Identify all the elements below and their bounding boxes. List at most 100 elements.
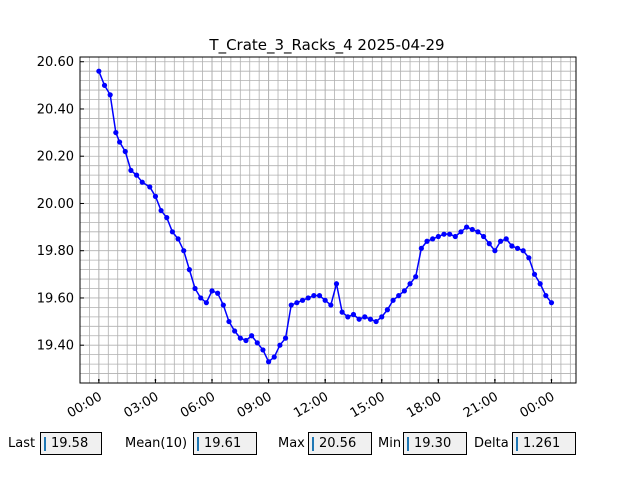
data-point	[413, 274, 419, 280]
data-point	[339, 309, 345, 315]
data-point	[117, 139, 123, 145]
data-point	[452, 233, 458, 240]
delta-value: 1.261	[523, 436, 561, 451]
data-point	[181, 248, 187, 254]
x-tick-label: 06:00	[178, 389, 218, 421]
data-point	[333, 281, 340, 287]
data-point	[271, 354, 277, 360]
data-point	[232, 328, 238, 334]
mean-value-field[interactable]: 19.61	[193, 432, 257, 455]
data-point	[486, 241, 492, 247]
x-tick-label: 00:00	[518, 389, 558, 421]
last-value-field[interactable]: 19.58	[40, 432, 102, 455]
chart-title: T_Crate_3_Racks_4 2025-04-29	[208, 36, 444, 55]
data-point	[113, 129, 119, 136]
data-point	[401, 288, 407, 294]
cursor-icon	[197, 437, 199, 451]
chart-grid	[79, 57, 576, 384]
x-tick-marker	[550, 379, 553, 381]
chart-figure: T_Crate_3_Racks_4 2025-04-29 19.40 19.60 1…	[37, 36, 577, 421]
data-point	[424, 238, 430, 244]
cursor-icon	[407, 437, 409, 451]
data-point	[430, 236, 436, 242]
data-point	[305, 295, 311, 301]
data-point	[458, 229, 464, 235]
data-point	[249, 333, 255, 339]
data-point	[447, 231, 453, 237]
x-tick-marker	[211, 379, 213, 381]
last-label: Last	[8, 436, 36, 451]
x-tick-label: 21:00	[461, 389, 501, 421]
min-label: Min	[378, 436, 402, 451]
x-tick-label: 09:00	[235, 389, 275, 421]
data-point	[356, 316, 362, 322]
x-tick-label: 03:00	[121, 389, 161, 421]
data-point	[277, 342, 283, 348]
data-point	[531, 271, 538, 277]
data-point	[373, 318, 379, 325]
data-point	[203, 300, 209, 306]
data-point	[328, 302, 334, 308]
max-value-field[interactable]: 20.56	[308, 432, 372, 455]
data-point	[350, 311, 357, 318]
data-point	[209, 288, 215, 294]
data-point	[96, 68, 102, 74]
data-point	[526, 255, 532, 261]
x-tick-marker	[267, 379, 270, 381]
data-point	[265, 359, 272, 365]
data-point	[396, 292, 402, 299]
data-point	[215, 290, 221, 296]
data-point	[299, 297, 306, 303]
y-tick-label: 19.60	[37, 291, 74, 306]
data-point	[101, 82, 108, 88]
data-point	[133, 172, 140, 178]
data-point	[288, 302, 294, 308]
x-tick-marker	[380, 379, 383, 381]
data-point	[543, 292, 549, 299]
x-tick-label: 12:00	[291, 389, 331, 421]
data-point	[492, 248, 498, 254]
min-value: 19.30	[414, 436, 452, 451]
data-point	[254, 340, 260, 346]
max-label: Max	[278, 436, 305, 451]
data-point	[260, 347, 266, 353]
data-point	[220, 302, 226, 308]
data-point	[520, 248, 526, 254]
y-tick-label: 19.80	[37, 244, 74, 259]
delta-value-field[interactable]: 1.261	[512, 432, 576, 455]
data-point	[345, 314, 351, 320]
data-point	[175, 236, 181, 242]
data-point	[367, 316, 374, 322]
x-tick-marker	[324, 379, 327, 381]
data-point	[362, 314, 368, 320]
mean-value: 19.61	[204, 436, 242, 451]
data-point	[226, 318, 232, 325]
x-tick-label: 00:00	[65, 389, 105, 421]
y-tick-label: 20.00	[37, 197, 74, 212]
data-point	[469, 226, 475, 233]
data-point	[294, 300, 300, 306]
data-point	[139, 179, 145, 185]
cursor-icon	[516, 437, 518, 451]
y-tick-label: 19.40	[37, 339, 74, 354]
chart-series	[96, 68, 555, 365]
data-point	[243, 337, 249, 344]
y-tick-label: 20.40	[37, 102, 74, 117]
data-point	[514, 245, 521, 251]
data-point	[441, 231, 447, 237]
x-tick-label: 15:00	[348, 389, 388, 421]
x-tick-marker	[494, 379, 496, 381]
y-tick-label: 20.60	[37, 55, 74, 70]
data-point	[464, 224, 470, 230]
data-point	[322, 297, 328, 303]
x-tick-marker	[97, 379, 100, 381]
data-point	[503, 236, 509, 242]
min-value-field[interactable]: 19.30	[403, 432, 467, 455]
max-value: 20.56	[319, 436, 357, 451]
data-point	[548, 300, 555, 306]
data-point	[390, 297, 396, 303]
data-point	[537, 281, 543, 287]
data-point	[152, 193, 159, 199]
data-point	[169, 229, 176, 235]
data-point	[147, 184, 153, 190]
